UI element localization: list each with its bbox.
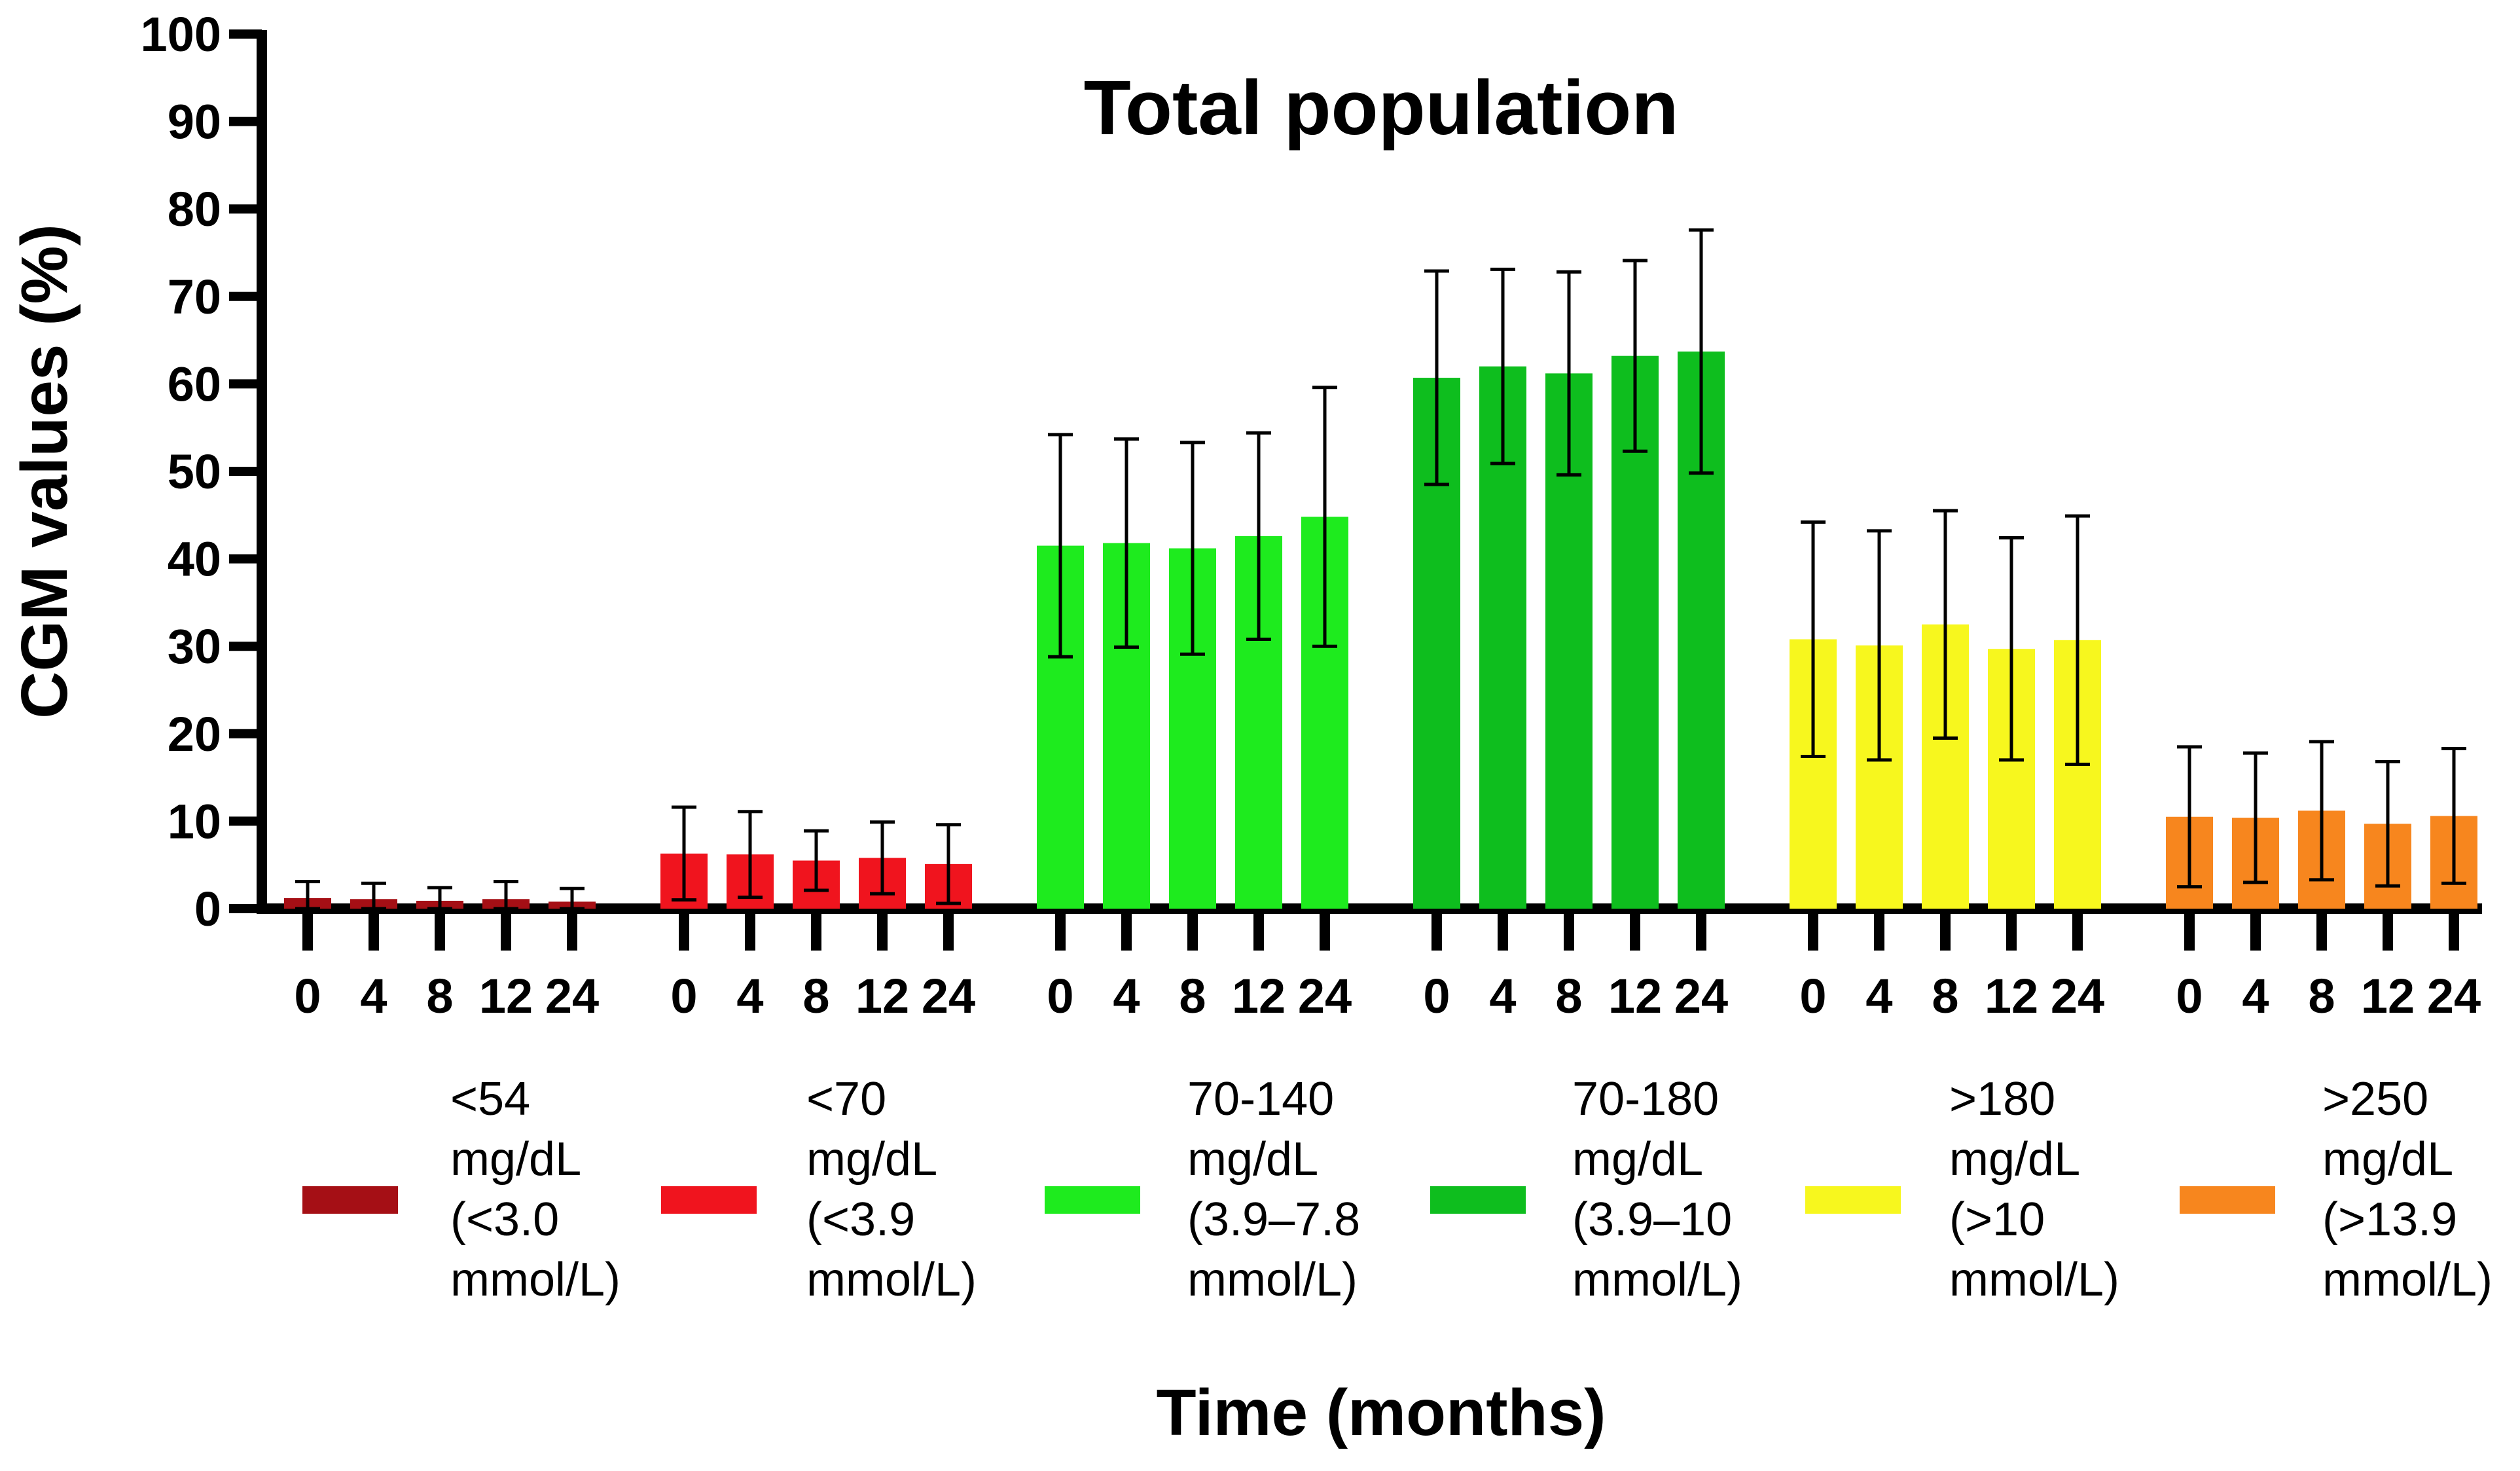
legend-label-3-line-3: mmol/L) xyxy=(1572,1254,1742,1306)
legend-label-1-line-3: mmol/L) xyxy=(806,1254,977,1306)
x-tick-label-s1-0: 0 xyxy=(670,969,697,1023)
x-tick-label-s2-0: 0 xyxy=(1047,969,1073,1023)
x-tick-label-s0-12: 12 xyxy=(479,969,533,1023)
legend-label-4-line-3: mmol/L) xyxy=(1949,1254,2119,1306)
y-tick-label-100: 100 xyxy=(141,7,221,62)
legend-label-2: 70-140 mg/dL (3.9–7.8 mmol/L) xyxy=(1187,1073,1360,1306)
bars xyxy=(284,228,2477,911)
x-tick-label-s3-0: 0 xyxy=(1423,969,1450,1023)
legend-swatch-5 xyxy=(2180,1186,2275,1214)
x-tick-label-s4-12: 12 xyxy=(1985,969,2038,1023)
y-tick-label-60: 60 xyxy=(168,357,221,411)
y-tick-label-90: 90 xyxy=(168,95,221,149)
legend-label-4-line-0: >180 xyxy=(1949,1073,2055,1125)
legend-label-3-line-0: 70-180 xyxy=(1572,1073,1719,1125)
x-tick-label-s0-24: 24 xyxy=(545,969,599,1023)
x-tick-label-s2-8: 8 xyxy=(1179,969,1206,1023)
legend-swatch-2 xyxy=(1045,1186,1140,1214)
legend-swatch-4 xyxy=(1805,1186,1901,1214)
legend-label-1-line-0: <70 xyxy=(806,1073,886,1125)
legend-label-2-line-3: mmol/L) xyxy=(1187,1254,1358,1306)
legend-item-4: >180 mg/dL (>10 mmol/L) xyxy=(1805,1073,2119,1306)
legend-swatch-1 xyxy=(661,1186,757,1214)
legend-swatch-3 xyxy=(1430,1186,1526,1214)
y-tick-label-20: 20 xyxy=(168,707,221,761)
legend-item-1: <70 mg/dL (<3.9 mmol/L) xyxy=(661,1073,977,1306)
x-tick-label-s2-24: 24 xyxy=(1298,969,1352,1023)
x-tick-label-s4-24: 24 xyxy=(2051,969,2104,1023)
legend-label-0-line-0: <54 xyxy=(450,1073,530,1125)
legend-label-4-line-2: (>10 xyxy=(1949,1193,2045,1246)
legend-item-2: 70-140 mg/dL (3.9–7.8 mmol/L) xyxy=(1045,1073,1360,1306)
legend-item-0: <54 mg/dL (<3.0 mmol/L) xyxy=(302,1073,621,1306)
legend-label-4-line-1: mg/dL xyxy=(1949,1133,2080,1186)
y-axis-title: CGM values (%) xyxy=(8,224,81,719)
legend-label-2-line-0: 70-140 xyxy=(1187,1073,1334,1125)
y-tick-label-50: 50 xyxy=(168,445,221,499)
legend-label-3-line-2: (3.9–10 xyxy=(1572,1193,1732,1246)
x-tick-label-s4-8: 8 xyxy=(1932,969,1958,1023)
legend-swatch-0 xyxy=(302,1186,398,1214)
legend-label-2-line-1: mg/dL xyxy=(1187,1133,1318,1186)
legend-item-5: >250 mg/dL (>13.9 mmol/L) xyxy=(2180,1073,2493,1306)
y-tick-label-40: 40 xyxy=(168,532,221,587)
x-tick-label-s3-12: 12 xyxy=(1608,969,1662,1023)
x-tick-label-s2-12: 12 xyxy=(1232,969,1286,1023)
legend-label-4: >180 mg/dL (>10 mmol/L) xyxy=(1949,1073,2119,1306)
x-tick-label-s1-12: 12 xyxy=(855,969,909,1023)
legend-label-0-line-1: mg/dL xyxy=(450,1133,581,1186)
x-tick-label-s5-0: 0 xyxy=(2176,969,2203,1023)
x-tick-label-s3-8: 8 xyxy=(1555,969,1582,1023)
legend-label-3: 70-180 mg/dL (3.9–10 mmol/L) xyxy=(1572,1073,1742,1306)
y-axis: 0 10 20 30 40 50 60 70 80 90 100 xyxy=(141,7,267,936)
legend-label-1: <70 mg/dL (<3.9 mmol/L) xyxy=(806,1073,977,1306)
x-tick-label-s5-12: 12 xyxy=(2361,969,2415,1023)
x-tick-label-s1-24: 24 xyxy=(922,969,975,1023)
x-tick-label-s1-4: 4 xyxy=(736,969,763,1023)
legend-label-5-line-1: mg/dL xyxy=(2322,1133,2453,1186)
chart-title: Total population xyxy=(1084,65,1679,151)
legend-label-5-line-0: >250 xyxy=(2322,1073,2428,1125)
x-tick-label-s0-0: 0 xyxy=(294,969,321,1023)
legend-label-0: <54 mg/dL (<3.0 mmol/L) xyxy=(450,1073,621,1306)
legend-label-5: >250 mg/dL (>13.9 mmol/L) xyxy=(2322,1073,2493,1306)
y-tick-label-80: 80 xyxy=(168,182,221,236)
x-tick-label-s4-0: 0 xyxy=(1799,969,1826,1023)
x-tick-label-s3-24: 24 xyxy=(1674,969,1728,1023)
y-tick-label-30: 30 xyxy=(168,619,221,674)
legend-label-1-line-2: (<3.9 xyxy=(806,1193,915,1246)
x-axis-title: Time (months) xyxy=(1156,1376,1606,1449)
x-tick-label-s5-24: 24 xyxy=(2427,969,2481,1023)
legend-label-0-line-2: (<3.0 xyxy=(450,1193,559,1246)
x-tick-label-s4-4: 4 xyxy=(1865,969,1892,1023)
x-tick-label-s0-4: 4 xyxy=(360,969,387,1023)
legend-label-0-line-3: mmol/L) xyxy=(450,1254,621,1306)
legend: <54 mg/dL (<3.0 mmol/L) <70 mg/dL (<3.9 mmol/L)… xyxy=(302,1073,2493,1306)
y-tick-label-70: 70 xyxy=(168,270,221,324)
y-tick-label-10: 10 xyxy=(168,794,221,848)
x-axis: 0 4 8 12 24 0 4 8 12 24 0 4 8 12 24 0 4 8 12 24 0 4 8 12 24 0 4 8 12… xyxy=(257,903,2482,1023)
legend-label-2-line-2: (3.9–7.8 xyxy=(1187,1193,1360,1246)
y-tick-label-0: 0 xyxy=(194,882,221,936)
legend-label-1-line-1: mg/dL xyxy=(806,1133,937,1186)
legend-label-5-line-3: mmol/L) xyxy=(2322,1254,2493,1306)
x-tick-label-s5-8: 8 xyxy=(2308,969,2335,1023)
x-tick-label-s0-8: 8 xyxy=(426,969,453,1023)
legend-label-3-line-1: mg/dL xyxy=(1572,1133,1703,1186)
x-tick-label-s3-4: 4 xyxy=(1489,969,1516,1023)
legend-item-3: 70-180 mg/dL (3.9–10 mmol/L) xyxy=(1430,1073,1742,1306)
legend-label-5-line-2: (>13.9 xyxy=(2322,1193,2457,1246)
x-tick-label-s5-4: 4 xyxy=(2242,969,2269,1023)
x-tick-label-s2-4: 4 xyxy=(1113,969,1140,1023)
x-tick-label-s1-8: 8 xyxy=(802,969,829,1023)
